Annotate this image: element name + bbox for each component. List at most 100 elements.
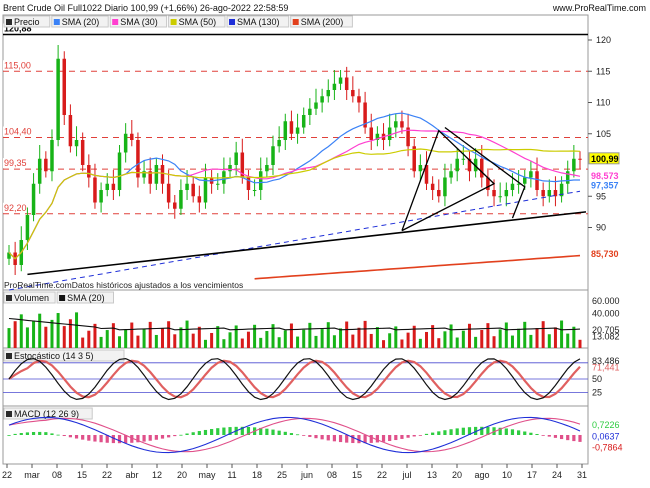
volume-axis-label: 13.082: [592, 332, 620, 342]
macd-histogram-bar: [363, 435, 367, 444]
macd-histogram-bar: [130, 435, 134, 443]
price-legend-label: Precio: [14, 17, 40, 27]
volume-bar: [449, 324, 453, 348]
macd-histogram-bar: [320, 435, 324, 440]
volume-bar: [19, 314, 23, 348]
footer-note: ProRealTime.comDatos históricos ajustado…: [4, 280, 243, 290]
x-axis-label: 22: [377, 470, 387, 480]
volume-bar: [388, 333, 392, 348]
candle-body: [271, 146, 275, 165]
volume-legend-swatch: [6, 295, 12, 301]
macd-histogram-bar: [277, 430, 281, 435]
volume-bar: [498, 329, 502, 348]
candle-body: [93, 177, 97, 203]
sma130-line: [8, 190, 581, 291]
volume-bar: [566, 333, 570, 348]
candle-body: [216, 183, 220, 185]
price-legend-swatch: [170, 19, 177, 25]
candle-body: [289, 121, 294, 134]
macd-histogram-bar: [572, 435, 576, 442]
macd-histogram-bar: [338, 435, 343, 443]
price-tag-bg: [589, 179, 619, 191]
price-tag: 85,730: [591, 249, 619, 259]
x-axis-label: 08: [52, 470, 62, 480]
candle-body: [418, 165, 423, 172]
volume-bar: [210, 332, 214, 348]
candle-body: [314, 102, 318, 109]
x-axis-label: mar: [24, 470, 40, 480]
volume-bar: [68, 319, 72, 348]
candle-body: [467, 158, 472, 172]
site-label: www.ProRealTime.com: [552, 3, 646, 13]
stochastic-axis-label: 25: [592, 388, 602, 398]
candle-body: [130, 133, 134, 140]
triangle-pattern: [444, 126, 526, 219]
macd-histogram-bar: [455, 428, 459, 435]
stochastic-axis-label: 71,441: [592, 362, 620, 372]
candle-body: [535, 171, 539, 190]
volume-bar: [234, 325, 238, 348]
volume-bar: [289, 323, 293, 348]
candle-body: [375, 133, 380, 140]
macd-histogram-bar: [467, 427, 472, 435]
volume-bar: [406, 332, 410, 348]
candle-body: [455, 158, 459, 172]
volume-bar: [326, 322, 330, 348]
x-axis-label: 20: [452, 470, 462, 480]
candle-body: [344, 77, 349, 90]
macd-histogram-bar: [559, 435, 564, 440]
macd-line: [8, 416, 581, 454]
macd-histogram-bar: [517, 430, 521, 435]
price-legend-chip: [3, 15, 51, 28]
candle-body: [123, 133, 128, 153]
macd-histogram-bar: [173, 435, 177, 437]
macd-histogram-bar: [240, 426, 244, 435]
volume-axis-label: 60.000: [592, 296, 620, 306]
x-axis-label: 24: [552, 470, 562, 480]
macd-histogram-bar: [332, 435, 337, 442]
macd-histogram-bar: [154, 435, 158, 440]
volume-bar: [400, 339, 404, 348]
candle-body: [326, 90, 331, 97]
price-level-label: 99,35: [4, 158, 27, 168]
macd-histogram-bar: [179, 434, 183, 436]
macd-histogram-bar: [443, 430, 447, 435]
macd-histogram-bar: [486, 426, 490, 435]
volume-bar: [375, 327, 379, 348]
price-level-label-bg: [3, 158, 33, 169]
candle-body: [240, 152, 245, 178]
volume-bar: [363, 320, 367, 348]
macd-histogram-bar: [142, 435, 146, 442]
candle-body: [553, 190, 558, 197]
macd-signal-line: [8, 417, 581, 453]
candle-body: [99, 190, 103, 203]
volume-bar: [228, 332, 232, 348]
macd-legend-label: MACD (12 26 9): [14, 409, 79, 419]
volume-bar: [191, 333, 195, 348]
volume-bar: [222, 339, 226, 348]
macd-histogram-bar: [87, 435, 91, 441]
candle-body: [246, 177, 251, 190]
price-axis-label: 105: [596, 129, 611, 139]
volume-bar: [179, 327, 183, 348]
candle-body: [572, 158, 576, 172]
candle-body: [197, 196, 202, 203]
macd-histogram-bar: [504, 428, 508, 435]
price-legend-chip: [290, 15, 353, 28]
macd-histogram-bar: [62, 435, 66, 437]
price-panel: [2, 14, 589, 291]
price-level-label-bg: [3, 126, 33, 137]
x-axis-label: jul: [401, 470, 411, 480]
price-level-label-bg: [3, 60, 33, 71]
macd-histogram-bar: [228, 427, 232, 435]
volume-bar: [44, 326, 48, 348]
macd-histogram-bar: [93, 435, 97, 442]
macd-histogram-bar: [553, 435, 558, 438]
macd-histogram-bar: [271, 429, 275, 435]
volume-bar: [99, 336, 103, 348]
candle-body: [516, 183, 521, 185]
volume-bar: [124, 329, 128, 348]
candle-body: [7, 252, 11, 259]
x-axis-label: 25: [277, 470, 287, 480]
candle-body: [430, 183, 435, 190]
